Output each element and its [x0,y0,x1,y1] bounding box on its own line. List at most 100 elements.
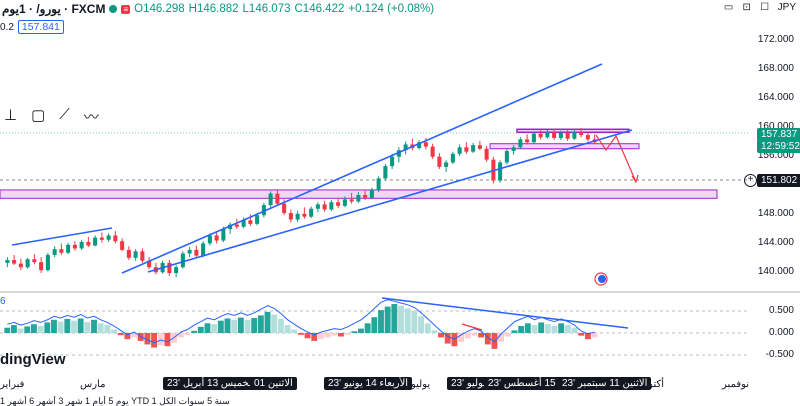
x-highlight: الاثنين 01 [250,377,297,390]
macd-histogram-bar [518,325,525,333]
x-highlight: الأربعاء 14 يونيو '23 [324,377,413,390]
candle-body [147,260,152,268]
macd-histogram-bar [57,321,64,333]
candle-body [477,145,482,149]
macd-histogram-bar [391,303,398,333]
symbol-header: يورو/ · 1يوم · FXCM ≡ O146.298 H146.882 … [0,0,760,18]
macd-histogram-bar [277,318,284,333]
macd-histogram-bar [231,319,238,333]
macd-histogram-bar [304,333,311,339]
macd-histogram-bar [51,319,57,333]
macd-line [7,299,595,344]
macd-histogram-bar [251,318,258,333]
candle-body [261,205,266,216]
range-selector[interactable]: 1 يوم 5 أيام 1 شهر 3 أشهر 6 أشهر YTD 1 س… [0,396,230,406]
macd-histogram-bar [4,327,11,333]
symbol-label[interactable]: يورو/ · 1يوم · FXCM [2,2,106,16]
add-alert-icon[interactable]: + [744,174,757,187]
candle-body [268,193,273,206]
macd-histogram-bar [524,323,531,333]
macd-histogram-bar [117,333,124,336]
x-tick: فبراير [0,379,25,390]
candle-body [552,132,557,138]
macd-histogram-bar [197,326,204,333]
candle-body [390,156,395,167]
macd-histogram-bar [131,333,137,338]
macd-histogram-bar [364,323,371,333]
macd-histogram-bar [77,318,84,333]
candle-body [450,153,455,163]
candle-body [383,166,388,179]
candle-body [369,189,374,198]
buy-price-box[interactable]: 157.841 [17,20,64,34]
macd-histogram-bar [404,308,411,333]
channel-upper-line [121,63,603,274]
macd-histogram-bar [584,333,591,340]
candle-body [423,142,428,147]
macd-histogram-bar [398,305,404,333]
minimize-icon[interactable]: ▭ [723,2,734,13]
macd-histogram-bar [37,325,44,333]
candle-body [45,254,50,271]
last-price-tag: 157.837 [757,128,800,141]
candle-body [518,139,523,148]
candle-body [444,162,449,167]
macd-histogram-bar [317,333,324,340]
price-change: +0.124 (+0.08%) [348,3,435,15]
cursor-tool-icon[interactable]: ⊥ [4,107,18,124]
macd-histogram-bar [164,333,171,347]
projection-arrow [631,174,639,184]
candle-body [39,262,44,271]
macd-histogram-bar [378,310,384,333]
macd-histogram-bar [458,333,465,342]
macd-histogram-bar [498,333,505,342]
candle-body [248,220,253,224]
candle-body [585,135,590,140]
candle-body [18,263,23,268]
rectangle-tool-icon[interactable]: ▢ [31,107,46,124]
macd-histogram-bar [324,333,331,338]
time-axis[interactable]: فبراير مارس الخميس 13 أبريل '23 الاثنين … [0,376,800,394]
candle-body [484,148,489,160]
alert-flag-icon[interactable]: ≡ [121,4,131,14]
macd-histogram-bar [544,324,551,333]
candle-body [282,203,287,214]
candle-body [79,241,84,249]
candle-body [579,132,584,136]
candle-body [336,202,341,206]
candle-body [86,241,91,246]
macd-histogram-bar [538,322,545,333]
candle-body [295,213,300,220]
candle-body [363,195,368,198]
macd-histogram-bar [331,333,338,336]
macd-histogram-bar [211,324,218,333]
macd-histogram-bar [371,317,378,333]
macd-divergence-mark [461,323,483,331]
macd-histogram-bar [177,333,184,338]
y-tick: 140.000 [757,265,794,277]
trendline-tool-icon[interactable]: ⟋ [59,106,70,123]
candle-body [572,132,577,139]
channel-lower-line [147,129,633,273]
candle-body [221,228,226,241]
macd-histogram-bar [224,318,231,333]
candle-body [349,199,354,202]
candle-body [214,235,219,241]
macd-histogram-bar [204,323,211,333]
macd-histogram-bar [104,325,111,333]
path-tool-icon[interactable]: 〰 [83,109,99,126]
macd-histogram-bar [551,325,558,333]
fullscreen-icon[interactable]: ⊡ [742,2,751,13]
currency-label[interactable]: JPY [777,2,796,13]
settings-icon[interactable]: ☐ [760,2,770,13]
macd-histogram-bar [17,328,24,333]
event-marker-dot [598,275,606,283]
candle-body [329,202,334,210]
candle-body [25,259,30,268]
x-tick: نوفمبر [722,379,750,390]
macd-histogram-bar [291,329,298,333]
macd-histogram-bar [124,333,131,340]
macd-histogram-bar [464,333,471,339]
x-tick: أكتوبر [640,379,665,390]
